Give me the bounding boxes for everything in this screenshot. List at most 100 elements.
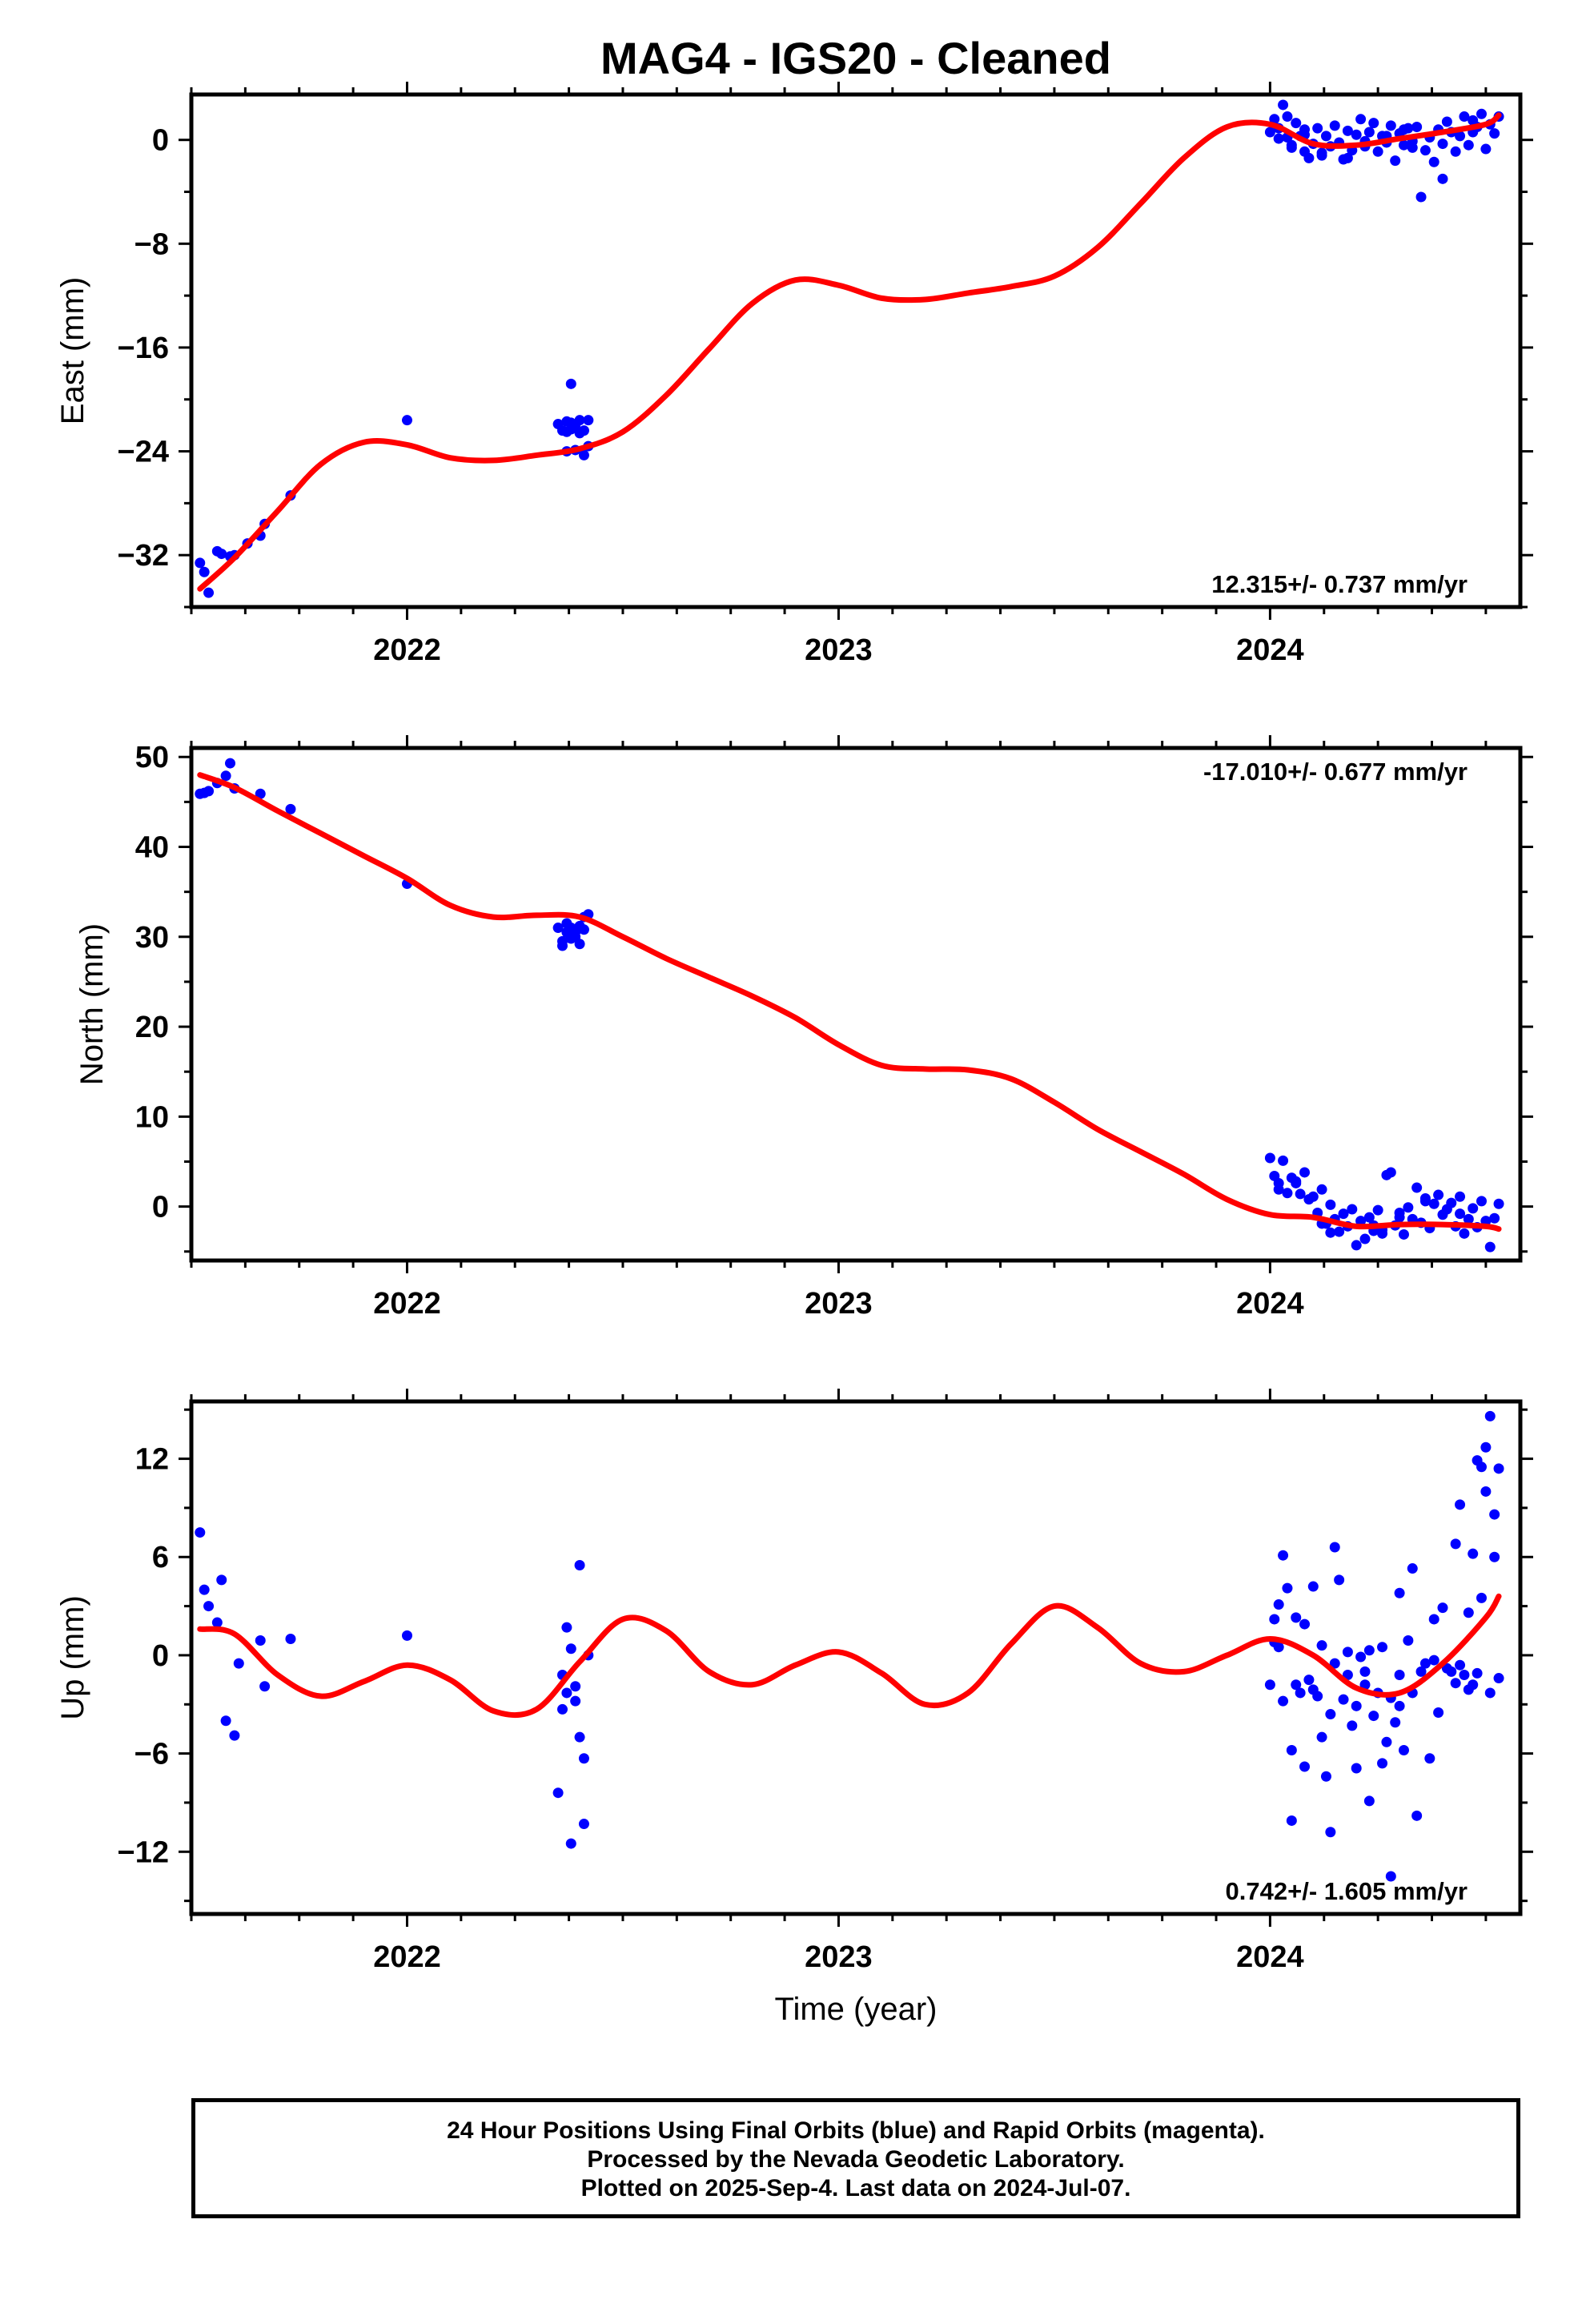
y-tick-label: 50	[135, 741, 169, 774]
data-point	[1493, 1673, 1504, 1684]
data-point	[1424, 1753, 1435, 1764]
data-point	[1480, 143, 1492, 155]
data-point	[285, 1633, 296, 1644]
data-point	[1446, 1666, 1457, 1677]
data-point	[578, 449, 589, 460]
data-point	[1450, 1538, 1461, 1550]
data-point	[1372, 146, 1383, 157]
y-tick-label: 20	[135, 1011, 169, 1044]
data-point	[1398, 124, 1409, 135]
data-point	[1282, 1188, 1293, 1199]
data-point	[1278, 1550, 1289, 1561]
plot-frame	[189, 1399, 1523, 1916]
data-point	[1273, 1177, 1284, 1188]
data-point	[1334, 1226, 1345, 1237]
data-point	[565, 1643, 576, 1655]
rate-label: 0.742+/- 1.605 mm/yr	[1226, 1877, 1468, 1905]
data-point	[552, 1787, 564, 1799]
data-point	[1299, 1761, 1311, 1772]
data-point	[1468, 1679, 1479, 1691]
data-point	[1468, 115, 1479, 126]
data-point	[1385, 120, 1396, 131]
data-point	[1455, 1499, 1466, 1510]
data-point	[1351, 1700, 1362, 1711]
data-point	[1394, 1700, 1405, 1711]
data-point	[1286, 139, 1297, 151]
data-point	[1459, 111, 1470, 123]
data-point	[561, 426, 572, 437]
data-point	[1334, 1574, 1345, 1586]
data-point	[1291, 1679, 1302, 1691]
footer-box: 24 Hour Positions Using Final Orbits (bl…	[191, 2098, 1520, 2218]
data-point	[1411, 122, 1423, 133]
data-point	[1359, 1679, 1371, 1691]
data-point	[1342, 125, 1353, 136]
data-point	[1316, 1731, 1327, 1743]
data-point	[1299, 1167, 1311, 1178]
data-point	[1415, 1666, 1427, 1677]
y-tick-label: 30	[135, 921, 169, 955]
data-point	[1390, 1717, 1401, 1728]
plot-area	[195, 758, 1504, 1252]
data-point	[1415, 191, 1427, 203]
data-point	[1411, 1182, 1423, 1193]
data-point	[1368, 118, 1379, 129]
data-point	[1372, 1204, 1383, 1216]
data-point	[1316, 1640, 1327, 1651]
data-point	[1325, 1199, 1336, 1210]
data-point	[570, 1681, 581, 1692]
data-point	[1398, 1228, 1409, 1240]
footer-line-plotted: Plotted on 2025-Sep-4. Last data on 2024…	[580, 2175, 1131, 2201]
data-point	[557, 1703, 568, 1715]
data-point	[1407, 1563, 1418, 1574]
data-point	[1291, 1177, 1302, 1188]
data-point	[255, 788, 266, 799]
data-point	[1291, 1612, 1302, 1623]
data-point	[1264, 1679, 1275, 1691]
data-point	[1347, 1204, 1358, 1215]
x-tick-label: 2022	[373, 633, 441, 667]
rate-label: 12.315+/- 0.737 mm/yr	[1211, 570, 1468, 598]
data-point	[1359, 1233, 1371, 1244]
data-point	[1368, 1711, 1379, 1722]
data-point	[1489, 128, 1500, 139]
data-point	[574, 1731, 585, 1743]
data-point	[1468, 1203, 1479, 1214]
data-point	[1312, 123, 1323, 134]
x-tick-label: 2023	[805, 1287, 873, 1321]
data-point	[1278, 99, 1289, 111]
rate-label: -17.010+/- 0.677 mm/yr	[1203, 758, 1468, 786]
data-point	[1489, 1551, 1500, 1562]
x-tick-label: 2023	[805, 1940, 873, 1974]
data-point	[1390, 155, 1401, 167]
data-point	[1286, 1745, 1297, 1756]
chart-panel-3: 2022 2023 2024 12 6 0 −6 −12 Up (mm) Time (year) 0…	[55, 1389, 1533, 2027]
y-tick-label: 0	[152, 1639, 169, 1673]
data-point	[1355, 1216, 1367, 1227]
data-point	[1403, 1635, 1414, 1647]
data-point	[1291, 118, 1302, 129]
data-point	[1463, 1213, 1474, 1224]
data-point	[1342, 152, 1353, 163]
y-tick-label: 12	[135, 1443, 169, 1477]
plot-frame	[189, 746, 1523, 1263]
data-point	[1480, 1441, 1492, 1453]
data-point	[1493, 1463, 1504, 1474]
x-tick-label: 2024	[1236, 1287, 1304, 1321]
data-point	[220, 770, 231, 782]
y-tick-label: 6	[152, 1541, 169, 1574]
data-point	[1307, 1581, 1319, 1592]
data-point	[1351, 129, 1362, 140]
data-point	[574, 415, 585, 426]
data-point	[1476, 1196, 1487, 1207]
data-point	[1446, 1197, 1457, 1208]
data-point	[565, 1838, 576, 1849]
data-point	[1316, 1184, 1327, 1195]
data-point	[1338, 1694, 1349, 1705]
data-point	[557, 935, 568, 947]
y-tick-label: −16	[118, 332, 169, 365]
data-point	[1450, 146, 1461, 157]
data-point	[199, 1584, 210, 1595]
data-point	[1325, 1227, 1336, 1238]
data-point	[1437, 139, 1448, 150]
